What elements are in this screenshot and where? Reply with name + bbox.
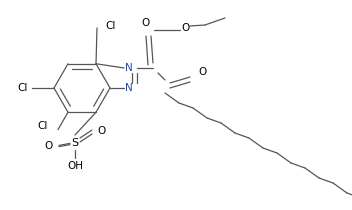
Text: O: O xyxy=(198,67,206,77)
Text: Cl: Cl xyxy=(105,21,115,31)
Text: S: S xyxy=(71,138,78,148)
Text: Cl: Cl xyxy=(18,83,28,93)
Text: O: O xyxy=(142,18,150,28)
Text: O: O xyxy=(181,23,189,33)
Text: N: N xyxy=(125,83,133,93)
Text: OH: OH xyxy=(67,161,83,171)
Text: Cl: Cl xyxy=(38,121,48,131)
Text: N: N xyxy=(125,63,133,73)
Text: O: O xyxy=(45,141,53,151)
Text: O: O xyxy=(97,126,105,136)
